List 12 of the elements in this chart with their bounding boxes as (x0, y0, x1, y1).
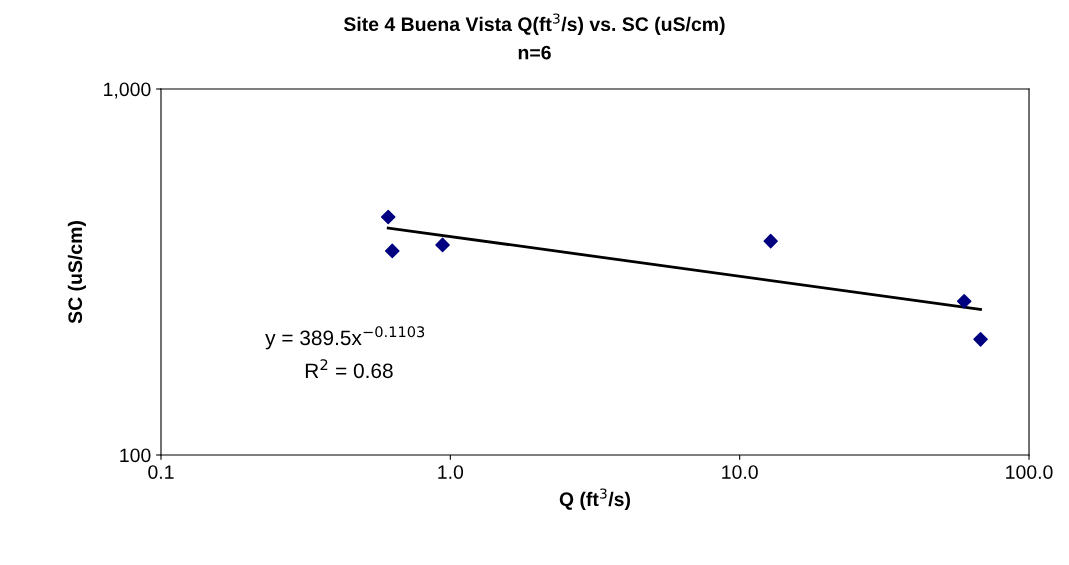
annotation: y = 389.5x$^{−0.1103}$ (265, 326, 425, 350)
y-axis-title: SC (uS/cm) (67, 221, 86, 324)
x-tick-label: 100.0 (1006, 465, 1053, 479)
annotation: R$^{2}$ = 0.68 (305, 359, 393, 379)
y-tick-label: 100 (120, 448, 151, 463)
chart-subtitle: n=6 (518, 45, 551, 60)
x-tick-label: 1.0 (438, 465, 464, 479)
x-tick-label: 0.1 (148, 465, 174, 479)
x-tick-label: 10.0 (722, 465, 758, 479)
x-axis-title: Q (ft$^{3}$/s) (559, 488, 630, 510)
chart-title: Site 4 Buena Vista Q(ft$^{3}$/s) vs. SC (uS/cm) (343, 13, 725, 35)
y-tick-label: 1,000 (104, 82, 151, 99)
